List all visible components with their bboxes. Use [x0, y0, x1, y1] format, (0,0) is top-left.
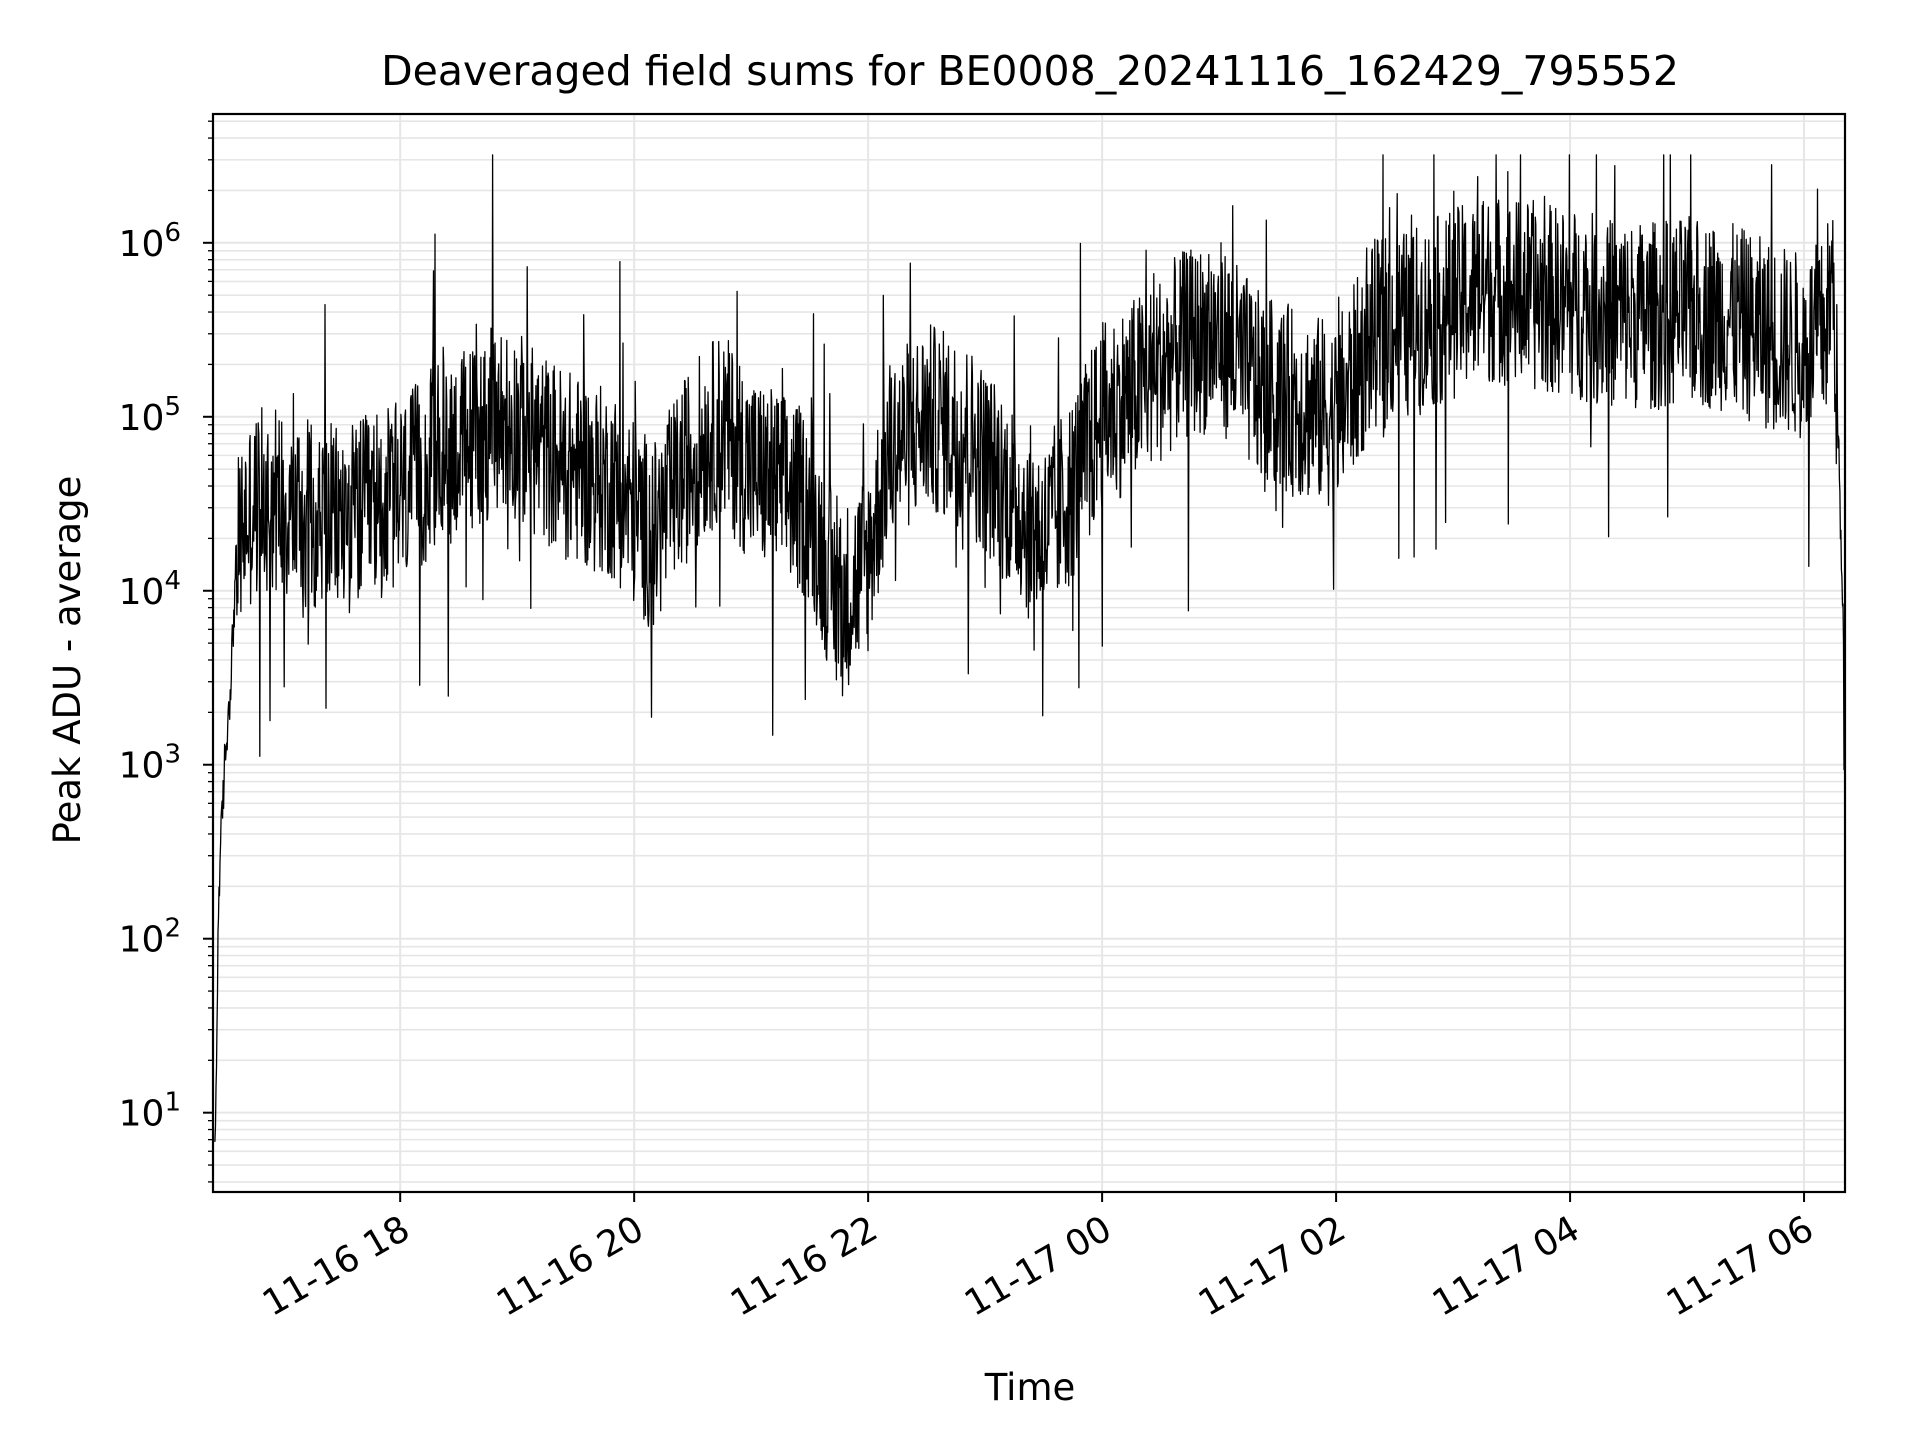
x-axis-label: Time: [984, 1366, 1076, 1409]
series-line-path: [214, 154, 1846, 1142]
y-tick-label: 106: [119, 218, 181, 265]
chart-title: Deaveraged field sums for BE0008_2024111…: [381, 47, 1679, 95]
y-axis-label: Peak ADU - average: [46, 476, 89, 845]
grid: [213, 114, 1845, 1192]
y-tick-label: 105: [119, 392, 181, 439]
y-tick-label: 104: [119, 566, 181, 613]
series-line: [214, 154, 1846, 1142]
y-tick-label: 101: [119, 1088, 181, 1135]
y-tick-label: 103: [119, 740, 181, 787]
y-tick-label: 102: [119, 914, 181, 961]
plot-frame: [211, 112, 1847, 1194]
